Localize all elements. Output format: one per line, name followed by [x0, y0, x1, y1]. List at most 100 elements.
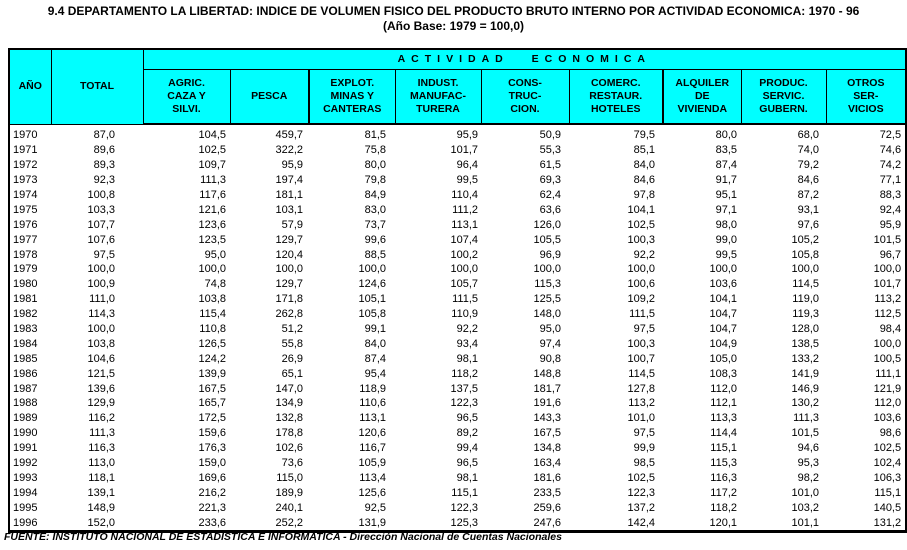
- value-cell: 122,3: [450, 501, 478, 514]
- table-row: 1972 89,3 109,7 95,9 80,0 96,4 61,5 84,0 87,4 79,…: [9, 158, 906, 173]
- value-cell: 97,1: [715, 203, 737, 216]
- value-cell: 104,7: [709, 308, 737, 321]
- year-cell: 1975: [13, 203, 38, 216]
- value-cell: 84,0: [364, 337, 386, 350]
- value-cell: 171,8: [275, 293, 303, 306]
- value-cell: 137,2: [627, 501, 655, 514]
- value-cell: 87,4: [715, 159, 737, 172]
- column-header-year: AÑO: [8, 48, 52, 125]
- value-cell: 132,8: [275, 412, 303, 425]
- value-cell: 259,6: [533, 501, 561, 514]
- value-cell: 114,4: [710, 427, 737, 440]
- page-title: 9.4 DEPARTAMENTO LA LIBERTAD: INDICE DE …: [47, 4, 860, 18]
- value-cell: 101,5: [791, 427, 819, 440]
- value-cell: 123,6: [198, 218, 226, 231]
- value-cell: 110,9: [451, 308, 478, 321]
- table-row: 1985 104,6 124,2 26,9 87,4 98,1 90,8 100,7 105,0…: [9, 351, 906, 366]
- year-cell: 1971: [13, 144, 38, 157]
- value-cell: 73,6: [281, 457, 303, 470]
- value-cell: 101,0: [791, 486, 819, 499]
- value-cell: 109,2: [627, 293, 655, 306]
- value-cell: 121,6: [198, 203, 226, 216]
- table-row: 1980 100,9 74,8 129,7 124,6 105,7 115,3 100,6 10…: [9, 277, 906, 292]
- value-cell: 84,6: [797, 174, 819, 187]
- value-cell: 117,6: [199, 189, 226, 201]
- table-row: 1973 92,3 111,3 197,4 79,8 99,5 69,3 84,6 91,7 84…: [9, 173, 906, 188]
- year-cell: 1983: [13, 323, 38, 336]
- value-cell: 102,5: [873, 442, 902, 455]
- value-cell: 322,2: [275, 144, 303, 157]
- value-cell: 104,6: [87, 352, 115, 365]
- value-cell: 139,1: [87, 486, 115, 499]
- value-cell: 95,0: [204, 248, 226, 261]
- value-cell: 113,3: [710, 412, 737, 425]
- value-cell: 51,2: [281, 323, 303, 336]
- value-cell: 110,8: [199, 323, 226, 336]
- table-row: 1988 129,9 165,7 134,9 110,6 122,3 191,6 113,2 1…: [9, 396, 906, 411]
- value-cell: 73,7: [364, 218, 386, 231]
- value-cell: 97,4: [539, 337, 561, 350]
- value-cell: 111,5: [629, 308, 655, 321]
- value-cell: 99,9: [633, 442, 655, 455]
- value-cell: 95,9: [281, 159, 303, 172]
- table-row: 1978 97,5 95,0 120,4 88,5 100,2 96,9 92,2 99,5 10…: [9, 247, 906, 262]
- value-cell: 96,5: [456, 412, 478, 425]
- value-cell: 103,3: [87, 203, 115, 216]
- value-cell: 113,2: [628, 397, 655, 410]
- value-cell: 112,5: [874, 308, 902, 321]
- value-cell: 125,5: [533, 293, 561, 306]
- value-cell: 115,1: [451, 486, 478, 499]
- value-cell: 137,5: [450, 382, 478, 395]
- value-cell: 109,7: [198, 159, 226, 172]
- value-cell: 92,4: [879, 203, 902, 216]
- value-cell: 55,3: [539, 144, 561, 157]
- year-cell: 1987: [13, 382, 38, 395]
- value-cell: 104,1: [627, 203, 655, 216]
- table-row: 1982 114,3 115,4 262,8 105,8 110,9 148,0 111,5 1…: [9, 307, 906, 322]
- column-header-total: TOTAL: [50, 48, 144, 125]
- value-cell: 131,9: [358, 516, 386, 529]
- year-cell: 1991: [13, 442, 38, 455]
- value-cell: 100,5: [873, 352, 902, 365]
- value-cell: 99,5: [715, 248, 737, 261]
- year-cell: 1970: [13, 129, 38, 142]
- value-cell: 94,6: [797, 442, 819, 455]
- value-cell: 131,2: [873, 516, 902, 529]
- value-cell: 74,8: [204, 278, 226, 291]
- table-row: 1990 111,3 159,6 178,8 120,6 89,2 167,5 97,5 114…: [9, 426, 906, 441]
- title-block: 9.4 DEPARTAMENTO LA LIBERTAD: INDICE DE …: [0, 0, 907, 34]
- value-cell: 107,4: [450, 233, 478, 246]
- value-cell: 115,3: [710, 457, 737, 470]
- value-cell: 116,3: [710, 471, 737, 484]
- value-cell: 105,8: [791, 248, 819, 261]
- value-cell: 104,7: [709, 323, 737, 336]
- table-row: 1989 116,2 172,5 132,8 113,1 96,5 143,3 101,0 11…: [9, 411, 906, 426]
- table-row: 1970 87,0 104,5 459,7 81,5 95,9 50,9 79,5 80,0 68…: [9, 124, 906, 143]
- table-row: 1994 139,1 216,2 189,9 125,6 115,1 233,5 122,3 1…: [9, 485, 906, 500]
- value-cell: 113,1: [359, 412, 386, 425]
- column-header-activity-6: ALQUILER DE VIVIENDA: [662, 69, 742, 125]
- table-row: 1987 139,6 167,5 147,0 118,9 137,5 181,7 127,8 1…: [9, 381, 906, 396]
- value-cell: 100,7: [627, 352, 655, 365]
- value-cell: 129,9: [87, 397, 115, 410]
- value-cell: 172,5: [198, 412, 226, 425]
- value-cell: 99,1: [364, 323, 386, 336]
- value-cell: 55,8: [281, 337, 303, 350]
- value-cell: 125,3: [450, 516, 478, 529]
- value-cell: 98,6: [879, 427, 902, 440]
- value-cell: 128,0: [791, 323, 819, 336]
- value-cell: 83,0: [364, 203, 386, 216]
- year-cell: 1989: [13, 412, 38, 425]
- year-cell: 1974: [13, 189, 38, 201]
- value-cell: 119,3: [792, 308, 819, 321]
- value-cell: 87,2: [797, 189, 819, 201]
- value-cell: 98,0: [715, 218, 737, 231]
- year-cell: 1982: [13, 308, 38, 321]
- value-cell: 100,2: [450, 248, 478, 261]
- value-cell: 81,5: [364, 129, 386, 142]
- value-cell: 116,7: [359, 442, 386, 455]
- value-cell: 101,7: [450, 144, 478, 157]
- value-cell: 111,3: [200, 174, 226, 187]
- value-cell: 247,6: [533, 516, 561, 529]
